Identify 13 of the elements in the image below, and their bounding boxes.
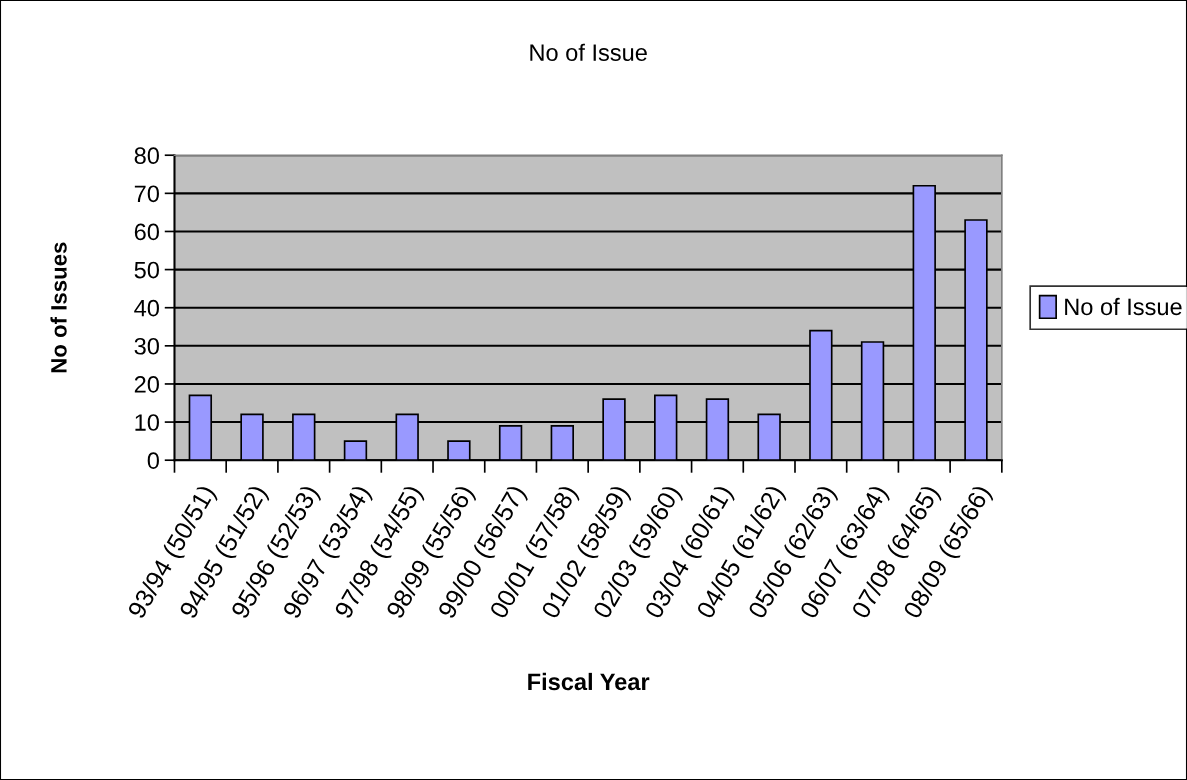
y-tick-label: 50	[134, 261, 159, 279]
y-tick-label: 20	[134, 376, 159, 393]
y-tick-label: 70	[134, 185, 159, 203]
y-tick-label: 0	[147, 452, 159, 469]
legend-label: No of Issue	[1065, 297, 1182, 316]
y-tick-label: 80	[134, 147, 159, 165]
y-axis-title: No of Issues	[50, 242, 67, 373]
x-axis-title: Fiscal Year	[528, 672, 650, 691]
y-tick-label: 60	[134, 223, 159, 241]
chart-title: No of Issue	[530, 43, 647, 62]
y-tick-label: 40	[134, 299, 159, 317]
y-tick-label: 10	[135, 414, 159, 431]
y-tick-label: 30	[134, 337, 159, 355]
